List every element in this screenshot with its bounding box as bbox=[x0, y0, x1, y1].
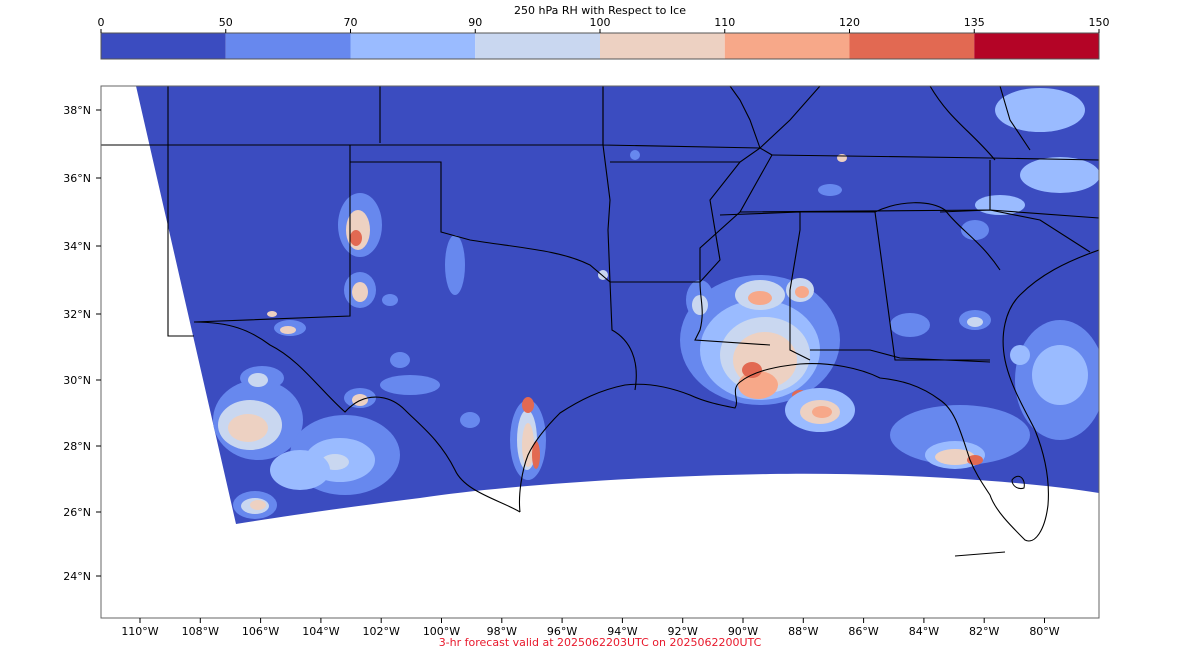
lat-label: 34°N bbox=[63, 240, 91, 253]
lon-label: 90°W bbox=[728, 625, 758, 638]
colorbar-tick-label: 90 bbox=[468, 16, 482, 29]
rh-contour-region bbox=[1020, 157, 1099, 193]
rh-contour-region bbox=[837, 154, 847, 162]
lon-label: 82°W bbox=[969, 625, 999, 638]
colorbar-tick-label: 135 bbox=[964, 16, 985, 29]
rh-contour-region bbox=[890, 405, 1030, 465]
rh-contours bbox=[213, 88, 1099, 519]
forecast-valid-caption: 3-hr forecast valid at 2025062203UTC on … bbox=[438, 636, 762, 649]
rh-contour-region bbox=[935, 449, 975, 465]
rh-contour-region bbox=[228, 414, 268, 442]
colorbar-bin bbox=[350, 33, 476, 59]
lon-label: 104°W bbox=[302, 625, 339, 638]
lat-label: 30°N bbox=[63, 374, 91, 387]
colorbar-tick-label: 70 bbox=[344, 16, 358, 29]
longitude-labels: 110°W 108°W 106°W 104°W 102°W 100°W 98°W 96°W 94… bbox=[121, 618, 1060, 638]
lon-label: 96°W bbox=[547, 625, 577, 638]
rh-contour-region bbox=[1032, 345, 1088, 405]
rh-contour-region bbox=[382, 294, 398, 306]
lon-label: 86°W bbox=[848, 625, 878, 638]
rh-contour-region bbox=[250, 500, 266, 510]
lon-label: 106°W bbox=[242, 625, 279, 638]
lon-label: 100°W bbox=[423, 625, 460, 638]
forecast-domain bbox=[136, 86, 1099, 524]
rh-contour-region bbox=[460, 412, 480, 428]
colorbar-bin bbox=[724, 33, 850, 59]
rh-contour-region bbox=[742, 362, 762, 378]
rh-contour-region bbox=[818, 184, 842, 196]
colorbar-bin bbox=[600, 33, 725, 59]
lat-label: 24°N bbox=[63, 570, 91, 583]
rh-contour-region bbox=[445, 235, 465, 295]
rh-contour-region bbox=[352, 282, 368, 302]
latitude-labels: 38°N 36°N 34°N 32°N 30°N 28°N 26°N 24°N bbox=[63, 104, 101, 583]
lon-label: 110°W bbox=[121, 625, 158, 638]
colorbar-tick-label: 110 bbox=[714, 16, 735, 29]
colorbar-tick-label: 0 bbox=[98, 16, 105, 29]
colorbar-bin bbox=[101, 33, 226, 59]
rh-contour-region bbox=[270, 450, 330, 490]
rh-contour-region bbox=[961, 220, 989, 240]
rh-contour-region bbox=[812, 406, 832, 418]
state-borders bbox=[101, 86, 1099, 513]
rh-contour-region bbox=[390, 352, 410, 368]
rh-contour-region bbox=[692, 295, 708, 315]
rh-contour-region bbox=[748, 291, 772, 305]
rh-contour-region bbox=[1010, 345, 1030, 365]
colorbar-tick-label: 120 bbox=[839, 16, 860, 29]
rh-contour-region bbox=[380, 375, 440, 395]
colorbar-bin bbox=[225, 33, 351, 59]
lon-label: 88°W bbox=[788, 625, 818, 638]
lon-label: 108°W bbox=[182, 625, 219, 638]
coastline bbox=[518, 249, 1099, 542]
lat-label: 28°N bbox=[63, 440, 91, 453]
rh-contour-region bbox=[280, 326, 296, 334]
rh-contour-region bbox=[890, 313, 930, 337]
rh-contour-region bbox=[630, 150, 640, 160]
rh-contour-region bbox=[522, 423, 534, 467]
lat-label: 36°N bbox=[63, 172, 91, 185]
rh-contour-region bbox=[248, 373, 268, 387]
colorbar-title: 250 hPa RH with Respect to Ice bbox=[514, 4, 686, 17]
lat-label: 26°N bbox=[63, 506, 91, 519]
lat-label: 38°N bbox=[63, 104, 91, 117]
colorbar-tick-label: 50 bbox=[219, 16, 233, 29]
colorbar-bin bbox=[475, 33, 600, 59]
colorbar-bin bbox=[974, 33, 1099, 59]
colorbar-tick-label: 150 bbox=[1089, 16, 1110, 29]
rh-contour-region bbox=[522, 397, 534, 413]
rh-contour-region bbox=[267, 311, 277, 317]
rh-contour-region bbox=[795, 286, 809, 298]
colorbar-bin bbox=[849, 33, 975, 59]
lon-label: 84°W bbox=[909, 625, 939, 638]
lon-label: 102°W bbox=[363, 625, 400, 638]
lon-label: 92°W bbox=[668, 625, 698, 638]
colorbar: 0 50 70 90 100 110 120 135 150 bbox=[98, 16, 1110, 60]
rh-contour-region bbox=[967, 317, 983, 327]
lon-label: 94°W bbox=[607, 625, 637, 638]
rh-contour-region bbox=[995, 88, 1085, 132]
lat-label: 32°N bbox=[63, 308, 91, 321]
lon-label: 98°W bbox=[487, 625, 517, 638]
map-frame bbox=[100, 85, 1100, 619]
rh-contour-region bbox=[532, 441, 540, 469]
rh-contour-region bbox=[350, 230, 362, 246]
colorbar-tick-label: 100 bbox=[590, 16, 611, 29]
lon-label: 80°W bbox=[1029, 625, 1059, 638]
rh-contour-region bbox=[738, 371, 778, 399]
